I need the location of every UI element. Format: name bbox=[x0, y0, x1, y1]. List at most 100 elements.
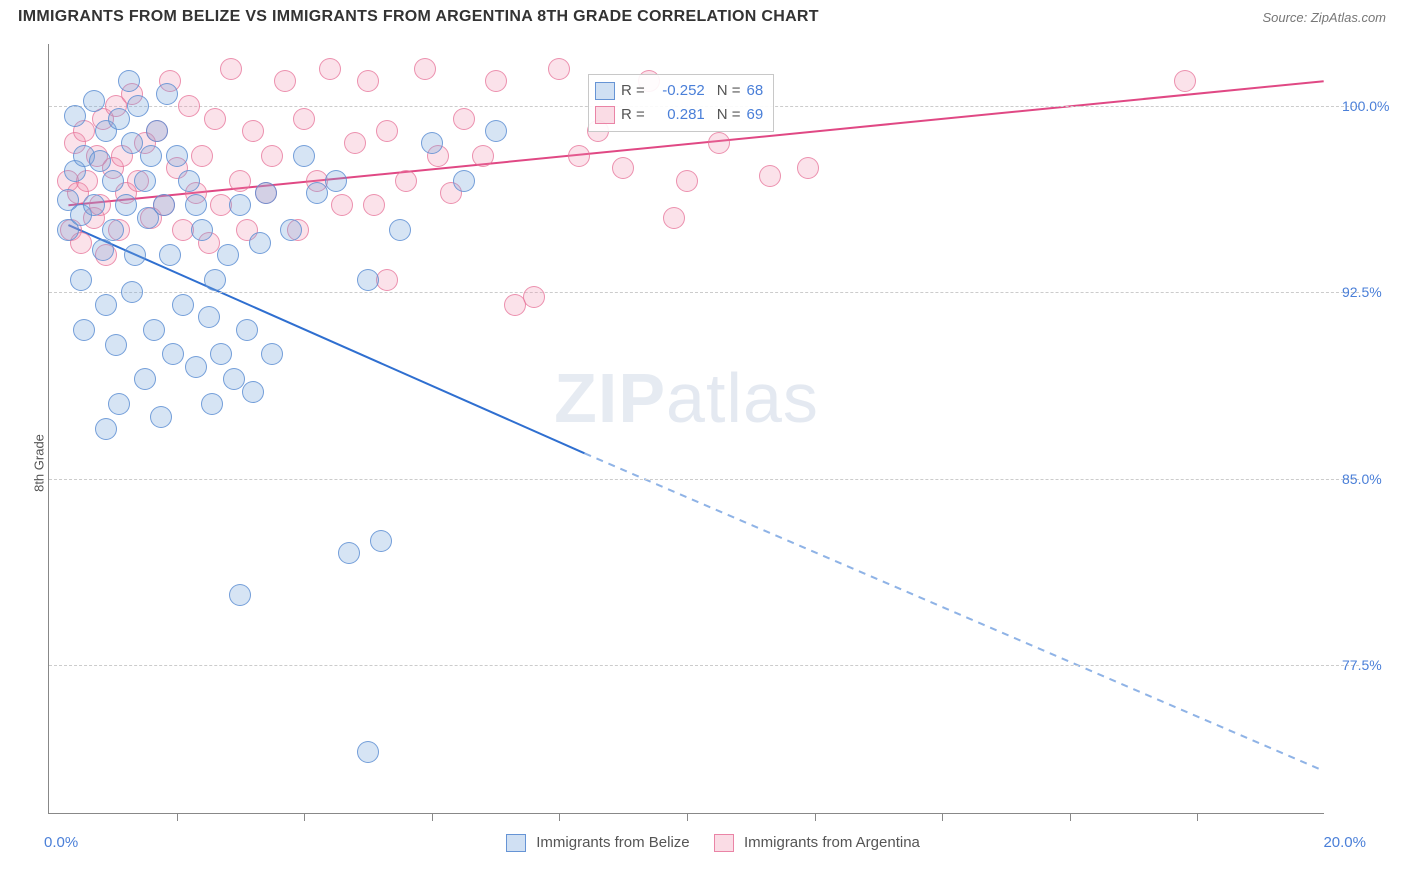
data-point bbox=[344, 132, 366, 154]
data-point bbox=[172, 294, 194, 316]
n-value-belize: 68 bbox=[747, 82, 764, 99]
r-value-argentina: 0.281 bbox=[651, 106, 705, 123]
data-point bbox=[83, 194, 105, 216]
data-point bbox=[178, 170, 200, 192]
data-point bbox=[338, 542, 360, 564]
data-point bbox=[612, 157, 634, 179]
data-point bbox=[134, 368, 156, 390]
data-point bbox=[166, 145, 188, 167]
data-point bbox=[548, 58, 570, 80]
data-point bbox=[210, 343, 232, 365]
data-point bbox=[255, 182, 277, 204]
r-label: R = bbox=[621, 106, 645, 123]
data-point bbox=[242, 381, 264, 403]
data-point bbox=[223, 368, 245, 390]
data-point bbox=[201, 393, 223, 415]
data-point bbox=[64, 105, 86, 127]
data-point bbox=[1174, 70, 1196, 92]
data-point bbox=[676, 170, 698, 192]
data-point bbox=[121, 281, 143, 303]
x-tick bbox=[1197, 813, 1198, 821]
data-point bbox=[150, 406, 172, 428]
data-point bbox=[204, 269, 226, 291]
gridline bbox=[49, 292, 1359, 293]
data-point bbox=[663, 207, 685, 229]
data-point bbox=[363, 194, 385, 216]
x-tick bbox=[942, 813, 943, 821]
data-point bbox=[102, 170, 124, 192]
data-point bbox=[102, 219, 124, 241]
data-point bbox=[70, 269, 92, 291]
data-point bbox=[370, 530, 392, 552]
data-point bbox=[376, 120, 398, 142]
data-point bbox=[178, 95, 200, 117]
data-point bbox=[472, 145, 494, 167]
swatch-belize-icon bbox=[506, 834, 526, 852]
data-point bbox=[124, 244, 146, 266]
data-point bbox=[453, 170, 475, 192]
gridline bbox=[49, 479, 1359, 480]
data-point bbox=[185, 194, 207, 216]
x-tick bbox=[304, 813, 305, 821]
watermark: ZIPatlas bbox=[554, 358, 819, 438]
swatch-argentina-icon bbox=[714, 834, 734, 852]
y-tick-label: 92.5% bbox=[1342, 284, 1382, 300]
series-label-argentina: Immigrants from Argentina bbox=[744, 834, 920, 851]
plot-region: ZIPatlas bbox=[48, 44, 1324, 814]
x-tick bbox=[1070, 813, 1071, 821]
data-point bbox=[280, 219, 302, 241]
data-point bbox=[325, 170, 347, 192]
data-point bbox=[293, 145, 315, 167]
data-point bbox=[153, 194, 175, 216]
data-point bbox=[89, 150, 111, 172]
data-point bbox=[395, 170, 417, 192]
data-point bbox=[204, 108, 226, 130]
x-tick bbox=[815, 813, 816, 821]
data-point bbox=[421, 132, 443, 154]
data-point bbox=[759, 165, 781, 187]
data-point bbox=[389, 219, 411, 241]
y-axis-label: 8th Grade bbox=[31, 434, 46, 492]
data-point bbox=[191, 145, 213, 167]
data-point bbox=[220, 58, 242, 80]
data-point bbox=[249, 232, 271, 254]
y-tick-label: 85.0% bbox=[1342, 471, 1382, 487]
source-label: Source: ZipAtlas.com bbox=[1262, 10, 1386, 25]
x-tick bbox=[559, 813, 560, 821]
data-point bbox=[143, 319, 165, 341]
data-point bbox=[485, 120, 507, 142]
data-point bbox=[92, 239, 114, 261]
data-point bbox=[185, 356, 207, 378]
data-point bbox=[568, 145, 590, 167]
data-point bbox=[105, 334, 127, 356]
data-point bbox=[121, 132, 143, 154]
x-tick bbox=[687, 813, 688, 821]
data-point bbox=[242, 120, 264, 142]
swatch-belize bbox=[595, 82, 615, 100]
data-point bbox=[306, 182, 328, 204]
series-legend: Immigrants from Belize Immigrants from A… bbox=[0, 834, 1406, 890]
r-value-belize: -0.252 bbox=[651, 82, 705, 99]
data-point bbox=[485, 70, 507, 92]
data-point bbox=[357, 70, 379, 92]
swatch-argentina bbox=[595, 106, 615, 124]
chart-area: 8th Grade ZIPatlas R = -0.252 N = 68 R =… bbox=[0, 34, 1406, 892]
data-point bbox=[146, 120, 168, 142]
data-point bbox=[115, 194, 137, 216]
legend-row-belize: R = -0.252 N = 68 bbox=[595, 79, 763, 103]
data-point bbox=[191, 219, 213, 241]
data-point bbox=[236, 319, 258, 341]
data-point bbox=[159, 244, 181, 266]
x-tick bbox=[177, 813, 178, 821]
data-point bbox=[229, 584, 251, 606]
x-tick bbox=[432, 813, 433, 821]
n-label: N = bbox=[717, 82, 741, 99]
data-point bbox=[198, 306, 220, 328]
data-point bbox=[140, 145, 162, 167]
data-point bbox=[797, 157, 819, 179]
data-point bbox=[108, 393, 130, 415]
data-point bbox=[453, 108, 475, 130]
y-tick-label: 77.5% bbox=[1342, 657, 1382, 673]
data-point bbox=[118, 70, 140, 92]
data-point bbox=[73, 319, 95, 341]
